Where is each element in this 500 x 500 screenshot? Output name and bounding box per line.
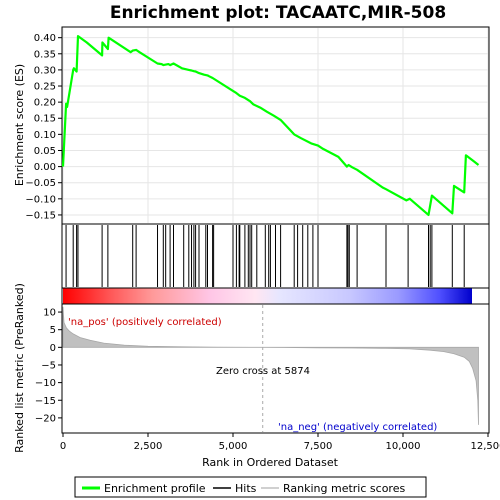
correlation-color-band <box>61 287 490 305</box>
es-y-tick-label: 0.00 <box>34 162 56 173</box>
es-y-tick-label: 0.05 <box>34 146 56 157</box>
es-gridlines <box>62 28 489 223</box>
color-band <box>63 288 472 304</box>
ranking-metric-area <box>62 306 479 425</box>
es-y-tick-label: 0.35 <box>34 49 56 60</box>
enrichment-profile-polyline <box>61 34 480 216</box>
x-axis-label: Rank in Ordered Dataset <box>202 456 339 469</box>
es-y-axis-label: Enrichment score (ES) <box>13 64 26 186</box>
hit-marks <box>65 225 465 287</box>
es-y-tick-label: 0.25 <box>34 82 56 93</box>
es-y-tick-label: 0.20 <box>34 98 56 109</box>
legend-frame <box>74 476 427 498</box>
metric-y-tick-label: 0 <box>50 343 56 354</box>
x-tick-label: 5,000 <box>219 441 248 452</box>
hits-panel <box>61 223 490 289</box>
es-y-tick-label: 0.30 <box>34 65 56 76</box>
metric-y-axis-label: Ranked list metric (PreRanked) <box>13 283 26 453</box>
positive-correlation-label: 'na_pos' (positively correlated) <box>68 317 222 328</box>
es-y-tick-label: −0.10 <box>25 194 56 205</box>
ranking-metric-fill <box>62 306 479 425</box>
metric-y-tick-label: −15 <box>35 396 56 407</box>
legend-hits: Hits <box>235 482 257 495</box>
es-y-ticks: −0.15 −0.10 −0.05 0.00 0.05 0.10 0.15 0.20 0.25 0… <box>25 33 62 221</box>
x-tick-label: 12,500 <box>471 441 500 452</box>
legend-enrichment-profile: Enrichment profile <box>104 482 206 495</box>
legend: Enrichment profile Hits Ranking metric s… <box>74 476 427 498</box>
metric-plot-frame <box>61 303 490 434</box>
x-tick-label: 2,500 <box>134 441 163 452</box>
es-y-tick-label: 0.40 <box>34 33 56 44</box>
es-y-tick-label: −0.15 <box>25 210 56 221</box>
es-y-tick-label: 0.10 <box>34 130 56 141</box>
x-tick-label: 7,500 <box>304 441 333 452</box>
metric-y-tick-label: 10 <box>43 308 56 319</box>
metric-y-tick-label: 5 <box>50 325 56 336</box>
ranked-metric-panel: 10 5 0 −5 −10 −15 −20 0 2,500 5,000 7,500 10,000 12… <box>13 283 500 469</box>
zero-cross-label: Zero cross at 5874 <box>216 366 310 377</box>
enrichment-profile-line <box>61 34 480 216</box>
metric-y-ticks: 10 5 0 −5 −10 −15 −20 <box>35 308 62 424</box>
es-y-tick-label: −0.05 <box>25 178 56 189</box>
es-plot-frame <box>61 26 490 225</box>
chart-title: Enrichment plot: TACAATC,MIR-508 <box>110 3 446 23</box>
es-y-tick-label: 0.15 <box>34 114 56 125</box>
enrichment-score-panel: −0.15 −0.10 −0.05 0.00 0.05 0.10 0.15 0.20 0.25 0… <box>13 26 490 225</box>
metric-y-tick-label: −5 <box>41 360 56 371</box>
x-tick-label: 0 <box>60 441 66 452</box>
metric-y-tick-label: −20 <box>35 413 56 424</box>
negative-correlation-label: 'na_neg' (negatively correlated) <box>278 422 437 433</box>
x-tick-label: 10,000 <box>386 441 421 452</box>
metric-y-tick-label: −10 <box>35 378 56 389</box>
legend-ranking-metric: Ranking metric scores <box>283 482 405 495</box>
metric-x-ticks: 0 2,500 5,000 7,500 10,000 12,500 <box>60 433 500 452</box>
